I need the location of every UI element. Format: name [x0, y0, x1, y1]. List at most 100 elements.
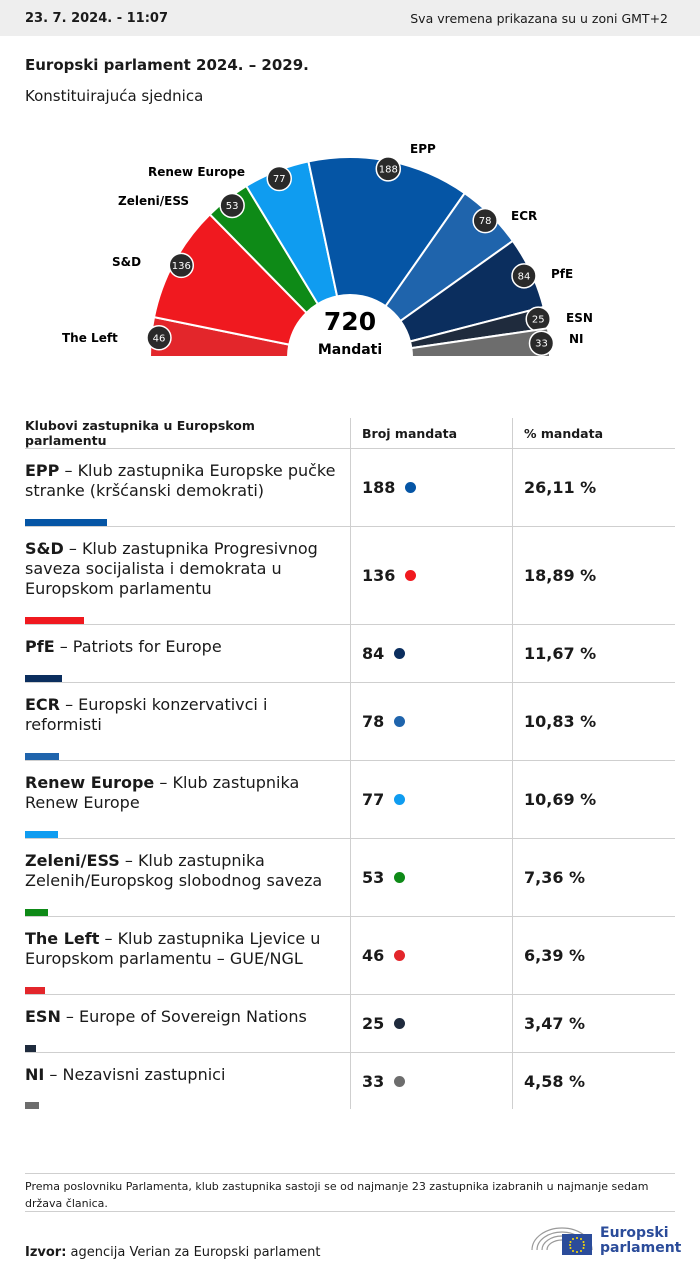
seat-percent: 26,11 %	[524, 478, 597, 497]
seats-cell: 33	[350, 1053, 512, 1109]
seat-count: 53	[362, 868, 385, 887]
share-bar	[25, 753, 59, 760]
seat-badge-text: 33	[535, 339, 548, 350]
table-row: Zeleni/ESS – Klub zastupnika Zelenih/Eur…	[25, 839, 675, 917]
source-text: agencija Verian za Europski parlament	[66, 1245, 321, 1260]
seat-badge-text: 188	[379, 164, 398, 175]
group-abbr: Renew Europe	[25, 773, 155, 792]
seat-percent: 3,47 %	[524, 1014, 586, 1033]
color-dot	[394, 716, 406, 727]
hemicycle-chart: 46 The Left 136 S&D 53 Zeleni/ESS 77 Renew Euro…	[62, 142, 593, 358]
group-desc: – Klub zastupnika Zelenih/Europskog slob…	[25, 851, 323, 890]
group-abbr: The Left	[25, 929, 100, 948]
seat-percent: 7,36 %	[524, 868, 586, 887]
timestamp: 23. 7. 2024. - 11:07	[25, 10, 169, 26]
seat-badge-text: 136	[172, 261, 191, 272]
page-subtitle: Konstituirajuća sjednica	[25, 87, 204, 105]
seats-cell: 188	[350, 449, 512, 526]
seat-count: 46	[362, 946, 385, 965]
percent-cell: 26,11 %	[512, 449, 675, 526]
group-label-ni: NI	[569, 332, 584, 346]
group-cell: Renew Europe – Klub zastupnika Renew Eur…	[25, 761, 350, 838]
total-seats: 720	[324, 307, 376, 336]
seats-cell: 78	[350, 683, 512, 760]
percent-cell: 10,69 %	[512, 761, 675, 838]
header-seats: Broj mandata	[350, 418, 512, 448]
table-row: NI – Nezavisni zastupnici 33 4,58 %	[25, 1053, 675, 1109]
table-header: Klubovi zastupnika u Europskom parlament…	[25, 418, 675, 449]
group-cell: ESN – Europe of Sovereign Nations	[25, 995, 350, 1052]
seat-count: 25	[362, 1014, 385, 1033]
color-dot	[394, 1018, 406, 1029]
seat-badge-pfe: 84	[511, 263, 537, 289]
seat-badge-ecr: 78	[472, 207, 498, 234]
group-label-the-left: The Left	[62, 331, 118, 345]
group-desc: – Klub zastupnika Progresivnog saveza so…	[25, 539, 318, 598]
seats-cell: 53	[350, 839, 512, 916]
seat-badge-renew-europe: 77	[266, 165, 292, 192]
footnote: Prema poslovniku Parlamenta, klub zastup…	[25, 1173, 675, 1212]
group-desc: – Klub zastupnika Renew Europe	[25, 773, 300, 812]
group-label-ecr: ECR	[511, 209, 537, 223]
group-cell: PfE – Patriots for Europe	[25, 625, 350, 682]
groups-table: Klubovi zastupnika u Europskom parlament…	[25, 418, 675, 1109]
group-cell: ECR – Europski konzervativci i reformist…	[25, 683, 350, 760]
seats-cell: 46	[350, 917, 512, 994]
percent-cell: 7,36 %	[512, 839, 675, 916]
color-dot	[394, 794, 406, 805]
logo-line1: Europski	[600, 1225, 669, 1241]
share-bar	[25, 1045, 36, 1052]
group-label-esn: ESN	[566, 311, 593, 325]
percent-cell: 11,67 %	[512, 625, 675, 682]
group-abbr: EPP	[25, 461, 60, 480]
share-bar	[25, 987, 45, 994]
group-desc: – Nezavisni zastupnici	[44, 1065, 226, 1084]
seat-badge-text: 53	[226, 201, 239, 212]
group-label-epp: EPP	[410, 142, 436, 156]
total-label: Mandati	[318, 342, 382, 358]
source-line: Izvor: agencija Verian za Europski parla…	[25, 1245, 320, 1260]
divider	[25, 1211, 675, 1212]
percent-cell: 3,47 %	[512, 995, 675, 1052]
share-bar	[25, 675, 62, 682]
seat-badge-ni: 33	[528, 330, 555, 356]
group-cell: S&D – Klub zastupnika Progresivnog savez…	[25, 527, 350, 624]
color-dot	[405, 570, 417, 581]
group-cell: The Left – Klub zastupnika Ljevice u Eur…	[25, 917, 350, 994]
group-label-pfe: PfE	[551, 267, 573, 281]
seat-badge-text: 78	[479, 216, 492, 227]
color-dot	[394, 648, 406, 659]
segment-s-d	[152, 212, 308, 346]
header-groups: Klubovi zastupnika u Europskom parlament…	[25, 418, 255, 448]
seat-count: 136	[362, 566, 396, 585]
seat-percent: 11,67 %	[524, 644, 597, 663]
seat-count: 77	[362, 790, 385, 809]
color-dot	[394, 950, 406, 961]
color-dot	[394, 1075, 406, 1087]
table-row: S&D – Klub zastupnika Progresivnog savez…	[25, 527, 675, 625]
group-desc: – Europski konzervativci i reformisti	[25, 695, 268, 734]
color-dot	[405, 482, 417, 493]
seat-badge-zeleni-ess: 53	[219, 192, 245, 219]
seat-badge-text: 46	[153, 333, 166, 344]
percent-cell: 6,39 %	[512, 917, 675, 994]
group-abbr: ECR	[25, 695, 60, 714]
group-desc: – Europe of Sovereign Nations	[60, 1007, 307, 1026]
share-bar	[25, 519, 107, 526]
seats-cell: 25	[350, 995, 512, 1052]
table-row: Renew Europe – Klub zastupnika Renew Eur…	[25, 761, 675, 839]
logo-text: Europski parlament	[600, 1226, 681, 1256]
seat-count: 78	[362, 712, 385, 731]
source-label: Izvor:	[25, 1245, 67, 1260]
seat-badge-text: 25	[532, 315, 545, 326]
share-bar	[25, 1102, 39, 1109]
seat-badge-s-d: 136	[168, 252, 195, 279]
percent-cell: 18,89 %	[512, 527, 675, 624]
group-cell: Zeleni/ESS – Klub zastupnika Zelenih/Eur…	[25, 839, 350, 916]
group-desc: – Klub zastupnika Europske pučke stranke…	[25, 461, 336, 500]
table-row: ESN – Europe of Sovereign Nations 25 3,47 …	[25, 995, 675, 1053]
group-label-renew-europe: Renew Europe	[148, 165, 245, 179]
european-parliament-logo	[531, 1227, 593, 1255]
group-label-s-d: S&D	[112, 255, 141, 269]
top-bar: 23. 7. 2024. - 11:07 Sva vremena prikaza…	[0, 0, 700, 36]
